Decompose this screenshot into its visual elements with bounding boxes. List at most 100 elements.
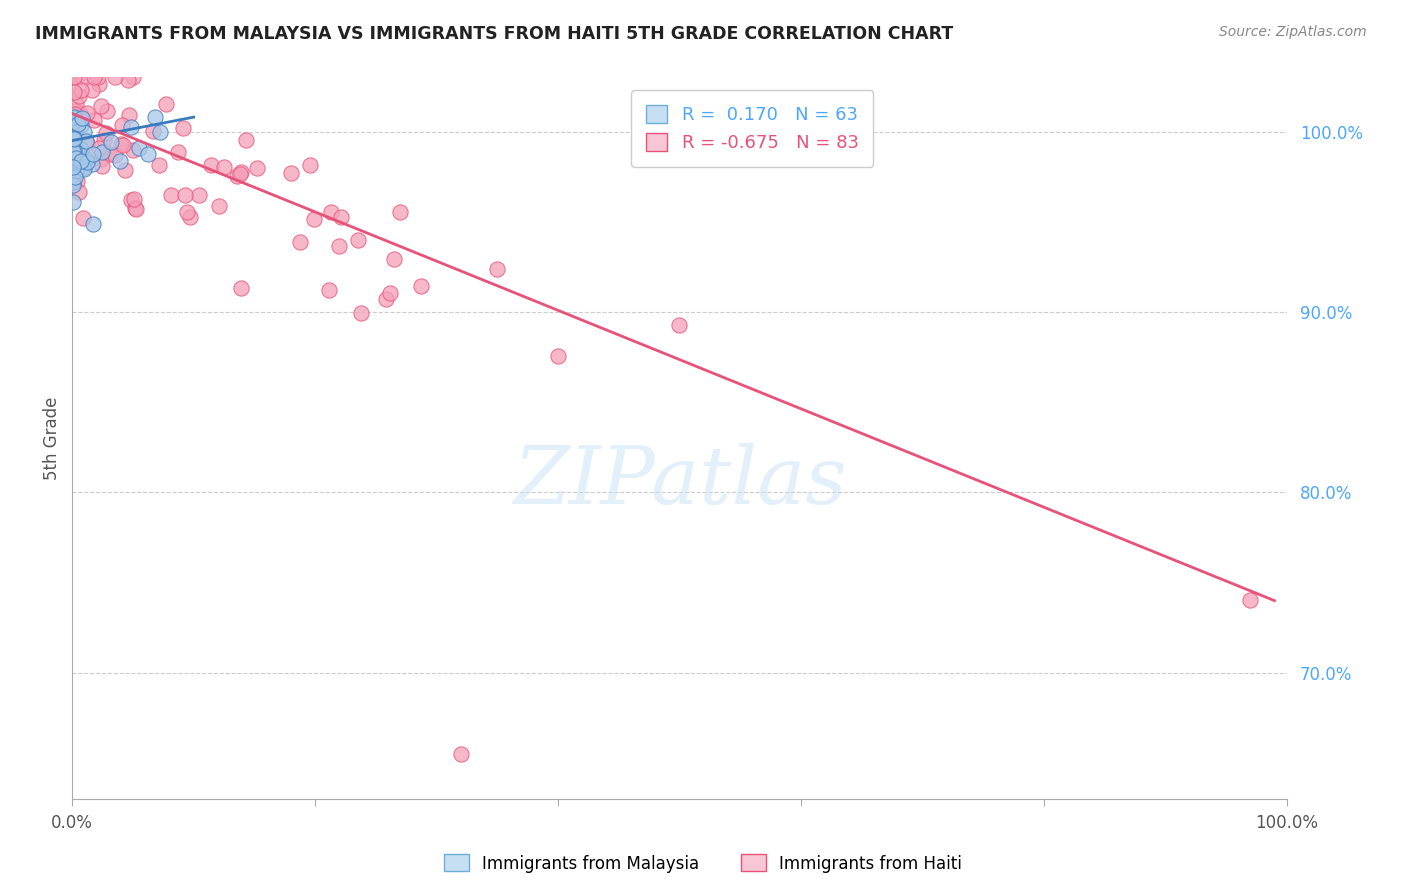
Point — [62, 131, 84, 145]
Point — [65, 152, 87, 166]
Point — [120, 194, 142, 208]
Point — [89, 141, 111, 155]
Point — [65, 96, 87, 111]
Point — [63, 115, 86, 129]
Point — [65, 148, 87, 162]
Point — [70, 154, 93, 169]
Point — [347, 234, 370, 248]
Point — [155, 97, 177, 112]
Point — [122, 70, 145, 85]
Point — [668, 318, 690, 333]
Point — [65, 151, 87, 165]
Point — [104, 70, 127, 85]
Point — [450, 747, 472, 761]
Point — [62, 137, 84, 152]
Point — [229, 167, 252, 181]
Point — [62, 147, 84, 161]
Point — [82, 217, 104, 231]
Point — [63, 132, 86, 146]
Point — [83, 70, 105, 85]
Point — [290, 235, 312, 250]
Point — [66, 115, 89, 129]
Point — [124, 202, 146, 216]
Point — [120, 120, 142, 135]
Legend: R =  0.170   N = 63, R = -0.675   N = 83: R = 0.170 N = 63, R = -0.675 N = 83 — [631, 90, 873, 167]
Point — [62, 178, 84, 192]
Point — [382, 252, 405, 267]
Point — [125, 202, 148, 216]
Point — [76, 106, 98, 120]
Point — [69, 106, 91, 120]
Point — [486, 261, 509, 276]
Point — [63, 136, 86, 150]
Point — [62, 160, 84, 174]
Point — [318, 283, 340, 297]
Point — [108, 154, 131, 169]
Point — [62, 129, 84, 144]
Point — [65, 107, 87, 121]
Point — [76, 154, 98, 169]
Point — [67, 185, 90, 199]
Point — [62, 175, 84, 189]
Point — [122, 143, 145, 157]
Point — [160, 187, 183, 202]
Point — [226, 169, 249, 183]
Point — [1239, 592, 1261, 607]
Point — [188, 188, 211, 202]
Point — [62, 133, 84, 147]
Point — [245, 161, 267, 176]
Point — [200, 158, 222, 172]
Point — [62, 145, 84, 160]
Point — [208, 199, 231, 213]
Point — [65, 126, 87, 140]
Point — [73, 125, 96, 139]
Point — [62, 147, 84, 161]
Point — [172, 120, 194, 135]
Point — [72, 211, 94, 225]
Point — [72, 160, 94, 174]
Text: ZIPatlas: ZIPatlas — [513, 442, 846, 520]
Point — [111, 118, 134, 132]
Point — [128, 141, 150, 155]
Point — [62, 145, 84, 159]
Point — [62, 136, 84, 151]
Point — [328, 239, 350, 253]
Point — [117, 73, 139, 87]
Point — [173, 187, 195, 202]
Point — [319, 205, 342, 219]
Point — [70, 118, 93, 132]
Point — [62, 153, 84, 167]
Point — [63, 169, 86, 184]
Point — [70, 83, 93, 97]
Point — [65, 70, 87, 85]
Point — [75, 152, 97, 166]
Point — [90, 159, 112, 173]
Point — [75, 134, 97, 148]
Point — [122, 192, 145, 206]
Point — [148, 158, 170, 172]
Point — [70, 142, 93, 156]
Point — [111, 138, 134, 153]
Point — [212, 160, 235, 174]
Point — [87, 77, 110, 91]
Point — [66, 115, 89, 129]
Text: IMMIGRANTS FROM MALAYSIA VS IMMIGRANTS FROM HAITI 5TH GRADE CORRELATION CHART: IMMIGRANTS FROM MALAYSIA VS IMMIGRANTS F… — [35, 25, 953, 43]
Point — [350, 306, 373, 320]
Point — [87, 70, 110, 85]
Point — [66, 144, 89, 158]
Point — [138, 146, 160, 161]
Point — [82, 157, 104, 171]
Point — [176, 205, 198, 219]
Point — [82, 147, 104, 161]
Point — [63, 70, 86, 85]
Point — [62, 160, 84, 174]
Point — [179, 210, 201, 224]
Point — [96, 103, 118, 118]
Point — [409, 278, 432, 293]
Point — [380, 286, 402, 301]
Point — [63, 103, 86, 118]
Point — [67, 154, 90, 169]
Point — [73, 162, 96, 177]
Point — [91, 145, 114, 159]
Point — [63, 149, 86, 163]
